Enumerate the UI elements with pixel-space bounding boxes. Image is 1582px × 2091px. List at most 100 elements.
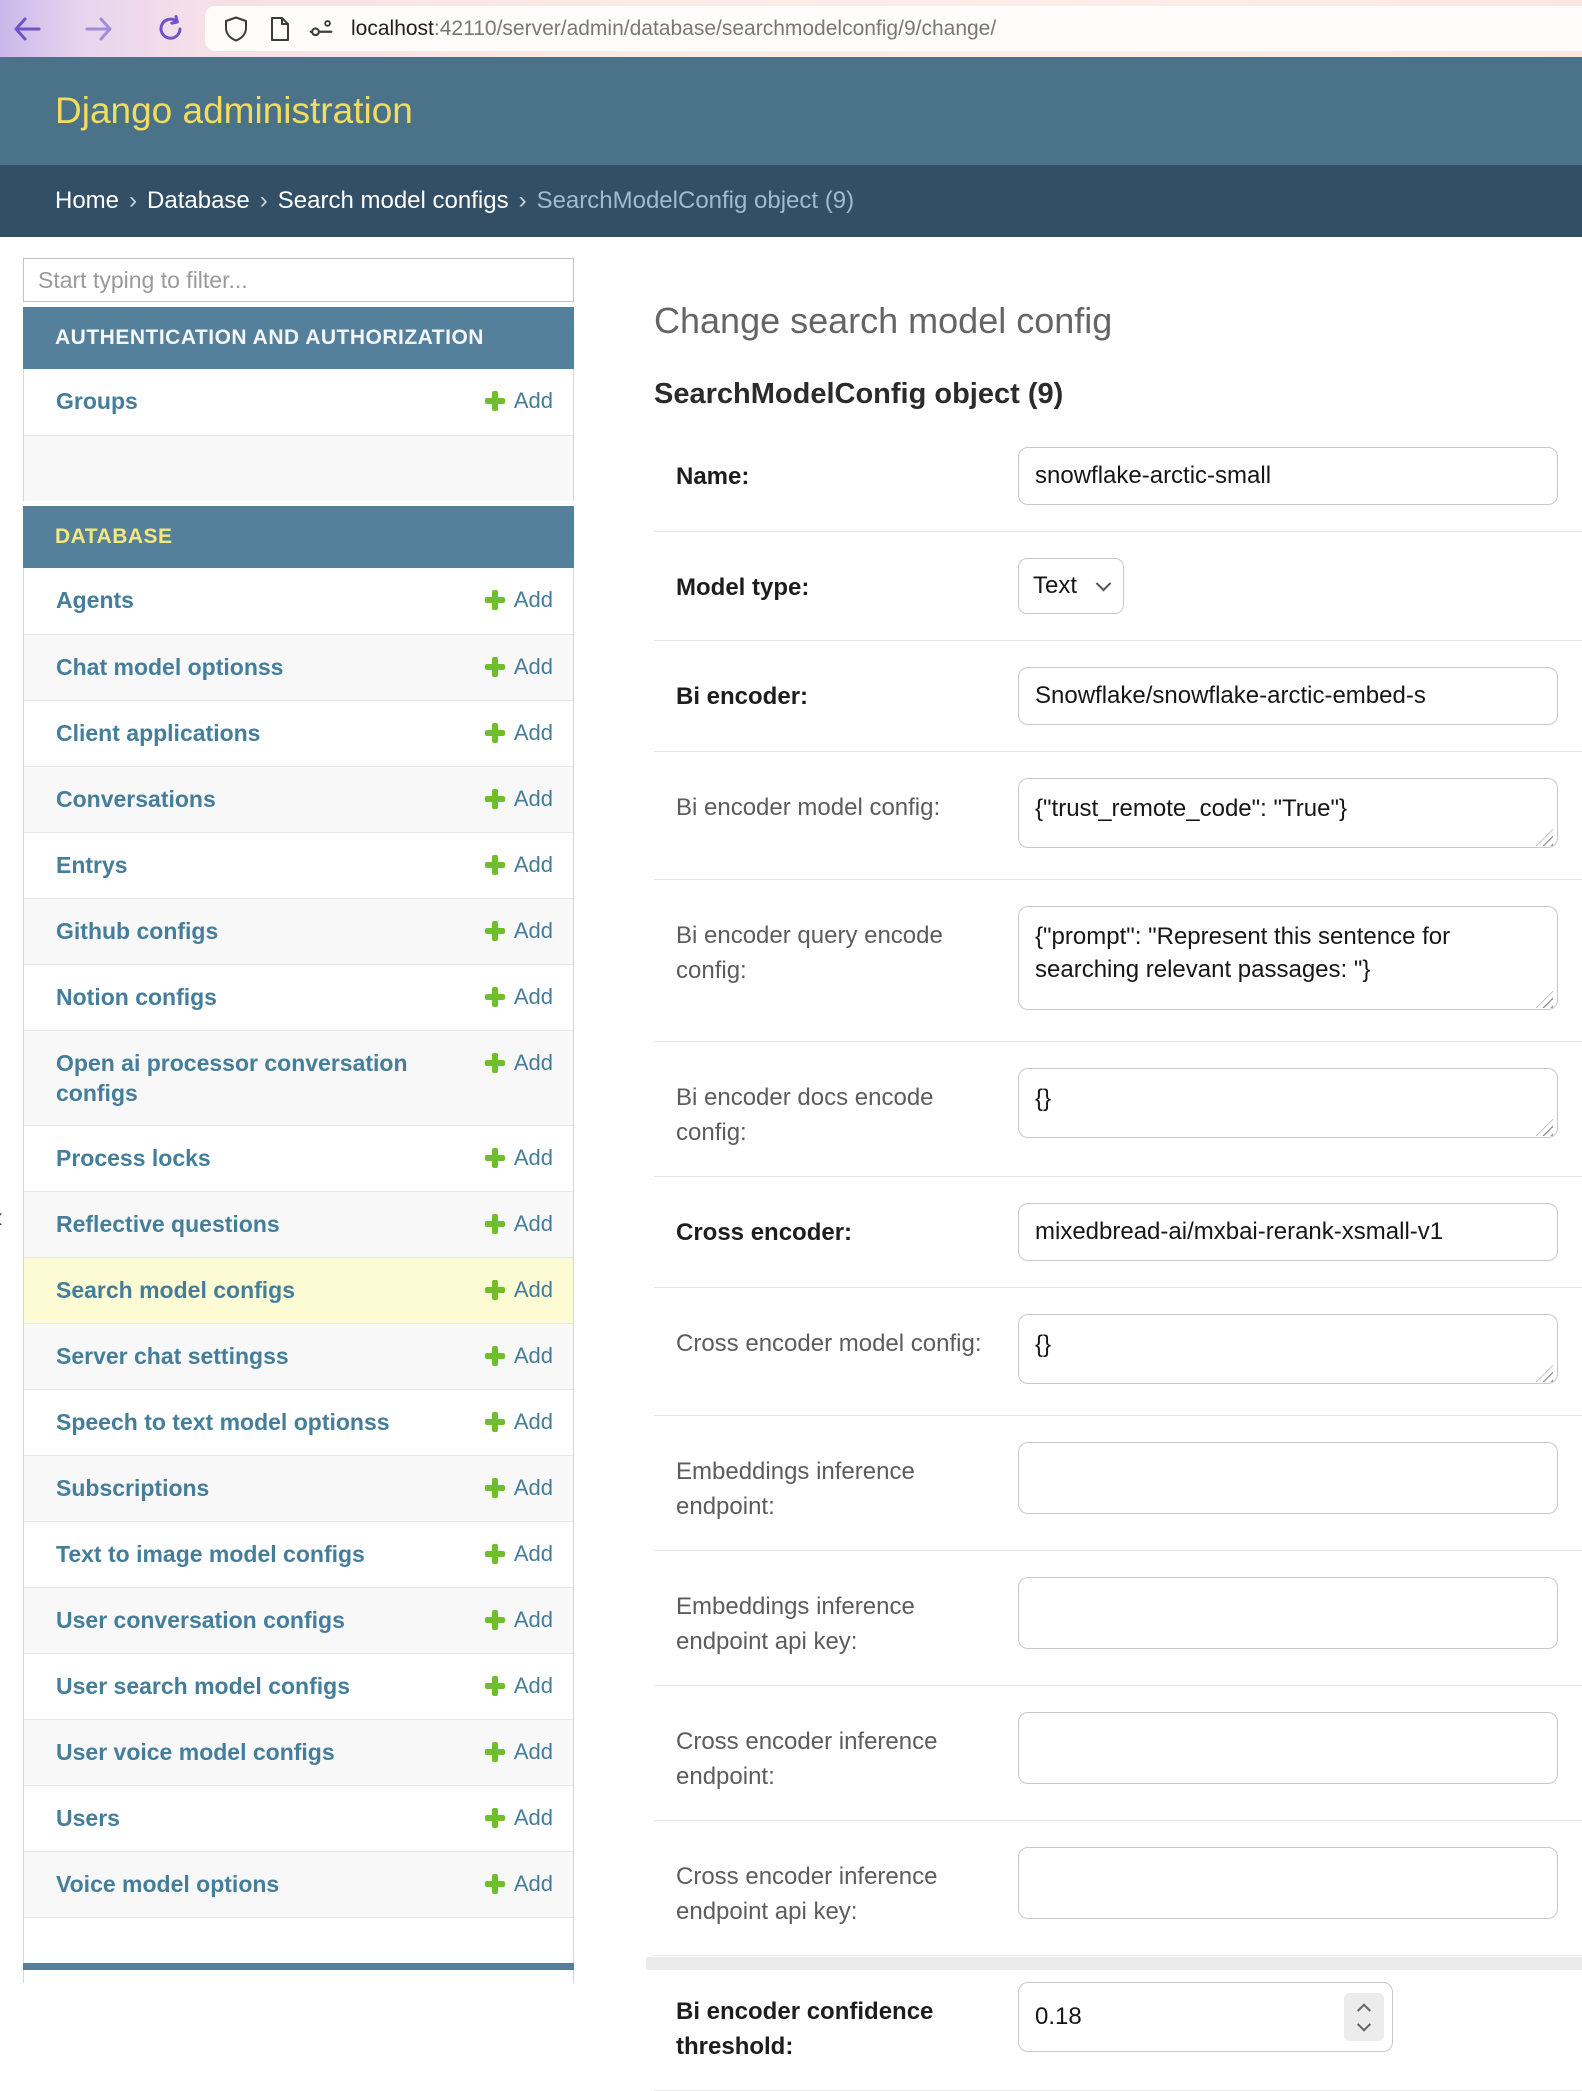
field-text-input[interactable] bbox=[1018, 667, 1558, 725]
add-link[interactable]: Add bbox=[484, 982, 553, 1010]
model-link[interactable]: Search model configs bbox=[56, 1277, 296, 1303]
reload-button[interactable] bbox=[154, 12, 188, 46]
sidebar-model-row: Users Add bbox=[24, 1785, 573, 1851]
model-link[interactable]: Entrys bbox=[56, 852, 128, 878]
back-button[interactable] bbox=[10, 12, 44, 46]
nav-sidebar: AUTHENTICATION AND AUTHORIZATION Groups … bbox=[23, 258, 574, 1983]
sidebar-app-caption[interactable]: AUTHENTICATION AND AUTHORIZATION bbox=[23, 307, 574, 369]
add-link[interactable]: Add bbox=[484, 784, 553, 812]
model-link[interactable]: User search model configs bbox=[56, 1673, 350, 1699]
field-text-input[interactable] bbox=[1018, 1442, 1558, 1514]
select-value: Text bbox=[1033, 572, 1078, 599]
add-link[interactable]: Add bbox=[484, 718, 553, 746]
field-select[interactable]: Text bbox=[1018, 558, 1124, 614]
shield-icon[interactable] bbox=[223, 16, 249, 42]
breadcrumb-home[interactable]: Home bbox=[55, 187, 120, 214]
add-link[interactable]: Add bbox=[484, 1341, 553, 1369]
form-row: Model type: Text bbox=[654, 532, 1582, 641]
change-form: Name: Model type: Text Bi encoder: Bi en… bbox=[654, 421, 1582, 2091]
field-textarea[interactable] bbox=[1018, 778, 1558, 848]
forward-button[interactable] bbox=[82, 12, 116, 46]
model-link[interactable]: Notion configs bbox=[56, 984, 217, 1010]
model-link[interactable]: User conversation configs bbox=[56, 1607, 345, 1633]
model-link[interactable]: Subscriptions bbox=[56, 1475, 210, 1501]
add-plus-icon bbox=[484, 1478, 505, 1498]
permissions-icon[interactable] bbox=[309, 16, 335, 42]
model-link[interactable]: Client applications bbox=[56, 720, 261, 746]
field-text-input[interactable] bbox=[1018, 1847, 1558, 1919]
add-link[interactable]: Add bbox=[484, 1407, 553, 1435]
model-link[interactable]: Agents bbox=[56, 587, 134, 613]
add-link[interactable]: Add bbox=[484, 1737, 553, 1765]
model-link[interactable]: Server chat settingss bbox=[56, 1343, 289, 1369]
add-plus-icon bbox=[484, 1280, 505, 1300]
model-link[interactable]: Github configs bbox=[56, 918, 219, 944]
field-text-input[interactable] bbox=[1018, 1203, 1558, 1261]
field-textarea[interactable] bbox=[1018, 1314, 1558, 1384]
form-row: Bi encoder query encode config: bbox=[654, 880, 1582, 1042]
add-link[interactable]: Add bbox=[484, 1869, 553, 1897]
model-link[interactable]: Text to image model configs bbox=[56, 1541, 365, 1567]
add-link[interactable]: Add bbox=[484, 1473, 553, 1501]
model-link[interactable]: Speech to text model optionss bbox=[56, 1409, 390, 1435]
add-link[interactable]: Add bbox=[484, 1539, 553, 1567]
field-text-input[interactable] bbox=[1018, 1577, 1558, 1649]
model-link[interactable]: Chat model optionss bbox=[56, 654, 284, 680]
model-link[interactable]: Conversations bbox=[56, 786, 216, 812]
add-link[interactable]: Add bbox=[484, 1143, 553, 1171]
breadcrumb-search-model-configs[interactable]: Search model configs bbox=[277, 187, 509, 214]
field-label: Cross encoder: bbox=[676, 1219, 853, 1246]
add-plus-icon bbox=[484, 921, 505, 941]
add-link[interactable]: Add bbox=[484, 1803, 553, 1831]
add-link[interactable]: Add bbox=[484, 1605, 553, 1633]
field-textarea[interactable] bbox=[1018, 906, 1558, 1010]
model-link[interactable]: Groups bbox=[56, 388, 138, 414]
page-icon[interactable] bbox=[267, 16, 293, 42]
add-link-label: Add bbox=[513, 1673, 553, 1698]
object-title: SearchModelConfig object (9) bbox=[654, 378, 1064, 410]
add-link[interactable]: Add bbox=[484, 652, 553, 680]
field-label: Embeddings inference endpoint: bbox=[676, 1458, 915, 1520]
add-link[interactable]: Add bbox=[484, 1671, 553, 1699]
add-link[interactable]: Add bbox=[484, 386, 553, 414]
sidebar-app-section: DATABASE Agents Add Chat model optionss … bbox=[23, 506, 574, 1983]
add-link[interactable]: Add bbox=[484, 1275, 553, 1303]
form-bottom-band bbox=[646, 1957, 1582, 1970]
model-link[interactable]: Process locks bbox=[56, 1145, 211, 1171]
field-text-input[interactable] bbox=[1018, 1712, 1558, 1784]
sidebar-model-row: Open ai processor conversation configs A… bbox=[24, 1030, 573, 1125]
add-plus-icon bbox=[484, 1544, 505, 1564]
add-link[interactable]: Add bbox=[484, 850, 553, 878]
form-row: Cross encoder: bbox=[654, 1177, 1582, 1288]
add-plus-icon bbox=[484, 391, 505, 411]
model-link[interactable]: Reflective questions bbox=[56, 1211, 280, 1237]
reload-icon bbox=[157, 14, 185, 43]
sidebar-collapse-toggle[interactable]: ‹ bbox=[0, 1198, 15, 1238]
model-link[interactable]: Users bbox=[56, 1805, 120, 1831]
add-link[interactable]: Add bbox=[484, 1209, 553, 1237]
add-link-label: Add bbox=[513, 786, 553, 811]
add-plus-icon bbox=[484, 1412, 505, 1432]
breadcrumb-database[interactable]: Database bbox=[147, 187, 250, 214]
sidebar-filter-input[interactable] bbox=[23, 258, 574, 302]
model-link[interactable]: Open ai processor conversation configs bbox=[56, 1050, 408, 1106]
number-spinner[interactable] bbox=[1344, 1993, 1384, 2041]
sidebar-app-section: AUTHENTICATION AND AUTHORIZATION Groups … bbox=[23, 307, 574, 501]
sidebar-model-row: Groups Add bbox=[24, 369, 573, 435]
url-bar[interactable]: localhost:42110/server/admin/database/se… bbox=[205, 6, 1582, 51]
model-link[interactable]: User voice model configs bbox=[56, 1739, 335, 1765]
add-link[interactable]: Add bbox=[484, 1048, 553, 1076]
sidebar-model-row: Client applications Add bbox=[24, 700, 573, 766]
add-link[interactable]: Add bbox=[484, 585, 553, 613]
field-number-input[interactable] bbox=[1018, 1982, 1393, 2052]
field-text-input[interactable] bbox=[1018, 447, 1558, 505]
back-arrow-icon bbox=[12, 16, 42, 42]
add-plus-icon bbox=[484, 1676, 505, 1696]
sidebar-app-caption[interactable]: DATABASE bbox=[23, 506, 574, 568]
site-title[interactable]: Django administration bbox=[55, 90, 413, 131]
field-label: Bi encoder docs encode config: bbox=[676, 1084, 934, 1146]
form-row: Bi encoder confidence threshold: bbox=[654, 1956, 1582, 2091]
field-textarea[interactable] bbox=[1018, 1068, 1558, 1138]
model-link[interactable]: Voice model options bbox=[56, 1871, 280, 1897]
add-link[interactable]: Add bbox=[484, 916, 553, 944]
